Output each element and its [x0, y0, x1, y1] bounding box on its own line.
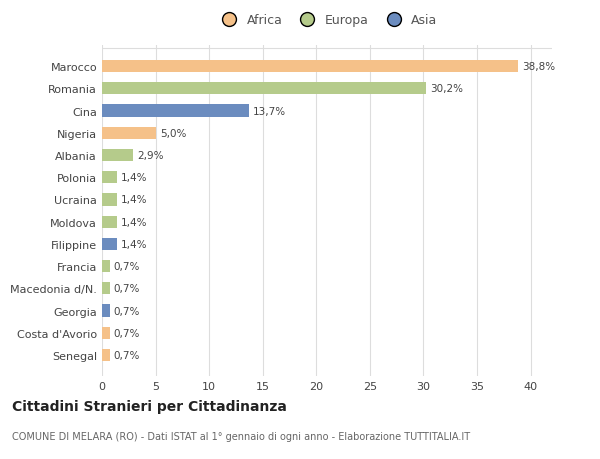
- Bar: [102, 105, 249, 118]
- Bar: [102, 327, 110, 339]
- Text: 1,4%: 1,4%: [121, 173, 148, 183]
- Bar: [102, 172, 117, 184]
- Bar: [102, 238, 117, 251]
- Text: 13,7%: 13,7%: [253, 106, 286, 116]
- Bar: [102, 216, 117, 228]
- Text: 30,2%: 30,2%: [430, 84, 463, 94]
- Text: 0,7%: 0,7%: [114, 306, 140, 316]
- Bar: [102, 150, 133, 162]
- Text: 0,7%: 0,7%: [114, 328, 140, 338]
- Text: 0,7%: 0,7%: [114, 262, 140, 272]
- Bar: [102, 61, 518, 73]
- Text: 0,7%: 0,7%: [114, 350, 140, 360]
- Text: 1,4%: 1,4%: [121, 217, 148, 227]
- Bar: [102, 194, 117, 206]
- Text: COMUNE DI MELARA (RO) - Dati ISTAT al 1° gennaio di ogni anno - Elaborazione TUT: COMUNE DI MELARA (RO) - Dati ISTAT al 1°…: [12, 431, 470, 442]
- Text: 1,4%: 1,4%: [121, 195, 148, 205]
- Bar: [102, 305, 110, 317]
- Text: 1,4%: 1,4%: [121, 240, 148, 249]
- Bar: [102, 83, 425, 95]
- Text: 38,8%: 38,8%: [522, 62, 555, 72]
- Bar: [102, 260, 110, 273]
- Bar: [102, 128, 155, 140]
- Text: Cittadini Stranieri per Cittadinanza: Cittadini Stranieri per Cittadinanza: [12, 399, 287, 413]
- Bar: [102, 349, 110, 361]
- Text: 5,0%: 5,0%: [160, 129, 186, 139]
- Legend: Africa, Europa, Asia: Africa, Europa, Asia: [212, 9, 443, 32]
- Text: 0,7%: 0,7%: [114, 284, 140, 294]
- Text: 2,9%: 2,9%: [137, 151, 164, 161]
- Bar: [102, 283, 110, 295]
